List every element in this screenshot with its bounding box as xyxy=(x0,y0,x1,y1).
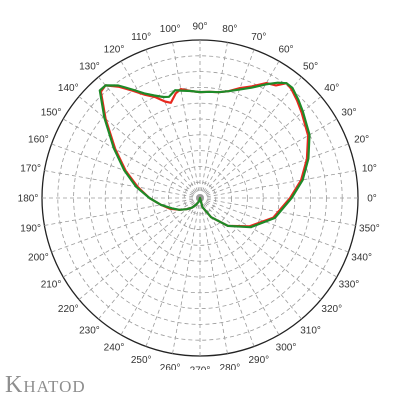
angle-label: 100° xyxy=(160,24,181,35)
grid-spoke xyxy=(199,143,349,199)
series-line-2 xyxy=(98,81,311,229)
angle-label: 310° xyxy=(300,325,321,336)
angle-label: 350° xyxy=(359,223,380,234)
grid-spoke xyxy=(199,197,322,300)
grid-spoke xyxy=(199,170,356,199)
angle-label: 20° xyxy=(354,135,369,146)
polar-chart: 0° 10° 20° 30° 40° 50° 60° 70° 80° 90° 100° 110° 120… xyxy=(18,22,380,371)
angle-label: 90° xyxy=(192,22,207,33)
grid-spoke xyxy=(78,96,201,199)
angle-label: 130° xyxy=(79,62,100,73)
angle-label: 60° xyxy=(278,45,293,56)
grid-spoke xyxy=(44,170,201,199)
angle-label: 300° xyxy=(276,342,297,353)
angle-label: 260° xyxy=(160,363,181,370)
grid-spoke xyxy=(120,60,201,199)
angle-label: 190° xyxy=(20,223,41,234)
grid-spoke xyxy=(199,197,302,320)
grid-spoke xyxy=(44,197,201,226)
angle-label: 290° xyxy=(248,355,269,366)
series-lines xyxy=(98,81,311,229)
angle-label: 80° xyxy=(222,24,237,35)
angle-label: 220° xyxy=(58,304,79,315)
grid-ring xyxy=(152,150,248,246)
angle-label: 50° xyxy=(303,62,318,73)
grid-spoke xyxy=(199,197,349,253)
grid-spoke xyxy=(199,42,228,199)
angle-labels: 0° 10° 20° 30° 40° 50° 60° 70° 80° 90° 100° 110° 120… xyxy=(18,22,380,371)
grid-spoke xyxy=(62,197,201,278)
grid-spoke xyxy=(98,197,201,320)
angle-label: 240° xyxy=(104,342,125,353)
grid-spoke xyxy=(145,49,201,199)
grid-spoke xyxy=(145,197,201,347)
grid-spoke xyxy=(172,197,201,354)
grid-spoke xyxy=(199,60,280,199)
angle-label: 200° xyxy=(28,252,49,263)
grid-spoke xyxy=(78,197,201,300)
angle-label: 30° xyxy=(341,108,356,119)
grid-spoke xyxy=(172,42,201,199)
angle-label: 0° xyxy=(367,194,377,205)
angle-label: 70° xyxy=(251,32,266,43)
grid-spoke xyxy=(199,197,255,347)
angle-label: 270° xyxy=(190,366,211,371)
angle-label: 180° xyxy=(18,194,39,205)
grid-spoke xyxy=(199,96,322,199)
angle-label: 250° xyxy=(131,355,152,366)
angle-label: 40° xyxy=(324,83,339,94)
grid-spoke xyxy=(199,118,338,199)
angle-label: 330° xyxy=(339,280,360,291)
angle-label: 160° xyxy=(28,135,49,146)
grid-spoke xyxy=(199,197,338,278)
series-line-1 xyxy=(99,82,310,228)
angle-label: 110° xyxy=(131,32,151,43)
grid-spoke xyxy=(51,197,201,253)
angle-label: 120° xyxy=(104,45,125,56)
grid-spoke xyxy=(120,197,201,336)
angle-label: 320° xyxy=(321,304,342,315)
grid-spoke xyxy=(199,76,302,199)
grid-spoke xyxy=(62,118,201,199)
angle-label: 10° xyxy=(362,164,377,175)
grid-ring xyxy=(89,87,311,309)
grid-spoke xyxy=(199,197,228,354)
angle-label: 140° xyxy=(58,83,79,94)
angle-label: 340° xyxy=(351,252,372,263)
angle-label: 210° xyxy=(41,280,62,291)
angle-label: 150° xyxy=(41,108,62,119)
grid-spoke xyxy=(98,76,201,199)
grid-spoke xyxy=(199,49,255,199)
brand-logo-text: Khatod xyxy=(5,372,86,398)
angle-label: 280° xyxy=(220,363,241,370)
angle-label: 230° xyxy=(79,325,100,336)
grid-spoke xyxy=(199,197,280,336)
angle-label: 170° xyxy=(20,164,41,175)
